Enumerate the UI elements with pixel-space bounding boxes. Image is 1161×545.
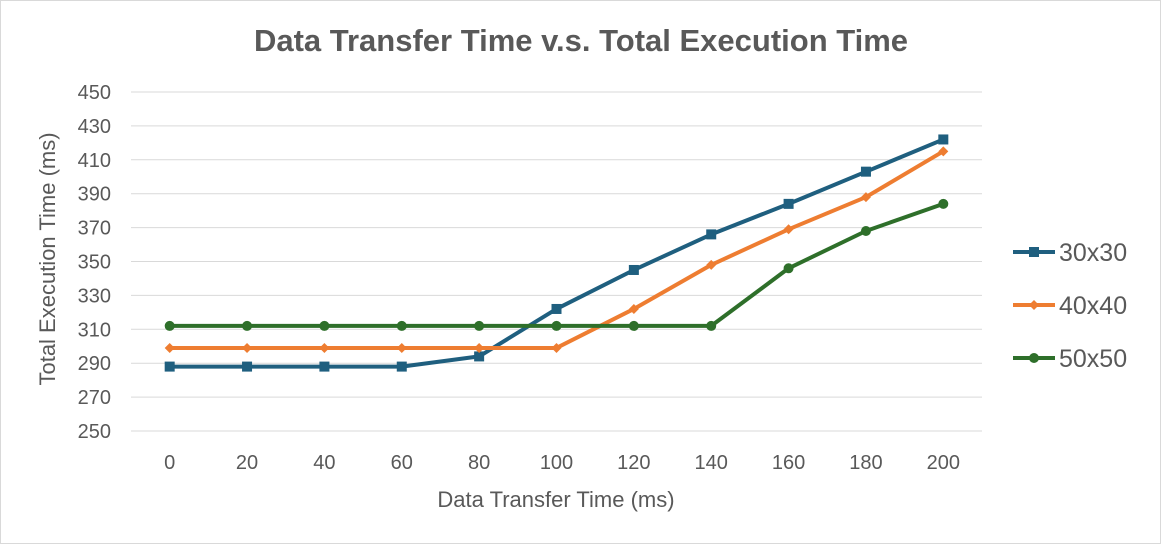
data-point bbox=[938, 146, 949, 157]
legend-item-40x40[interactable]: 40x40 bbox=[1013, 292, 1127, 320]
x-tick-label: 200 bbox=[927, 452, 960, 474]
y-tick-label: 350 bbox=[78, 252, 111, 274]
x-axis-ticks: 0 20 40 60 80 100 120 140 160 180 200 bbox=[164, 452, 960, 474]
series-50x50 bbox=[164, 198, 949, 331]
x-tick-label: 20 bbox=[236, 452, 258, 474]
y-tick-label: 390 bbox=[78, 184, 111, 206]
legend-marker bbox=[1029, 353, 1039, 363]
x-axis-title: Data Transfer Time (ms) bbox=[437, 487, 674, 512]
data-point bbox=[628, 303, 639, 314]
data-point bbox=[860, 225, 871, 236]
gridlines bbox=[131, 91, 982, 432]
y-tick-label: 310 bbox=[78, 319, 111, 341]
legend-marker bbox=[1029, 300, 1039, 310]
data-point bbox=[706, 320, 717, 331]
y-tick-label: 330 bbox=[78, 285, 111, 307]
data-point bbox=[706, 229, 717, 240]
y-tick-label: 270 bbox=[78, 387, 111, 409]
y-tick-label: 430 bbox=[78, 116, 111, 138]
x-tick-label: 40 bbox=[313, 452, 335, 474]
data-point bbox=[783, 263, 794, 274]
data-point bbox=[551, 342, 562, 353]
data-point bbox=[319, 342, 330, 353]
data-point bbox=[242, 320, 253, 331]
data-point bbox=[396, 342, 407, 353]
data-point bbox=[860, 192, 871, 203]
legend-label: 30x30 bbox=[1059, 239, 1127, 267]
data-point bbox=[938, 134, 949, 145]
data-point bbox=[164, 361, 175, 372]
data-point bbox=[628, 264, 639, 275]
data-point bbox=[551, 320, 562, 331]
data-point bbox=[474, 320, 485, 331]
x-tick-label: 160 bbox=[772, 452, 805, 474]
series-lines bbox=[164, 134, 949, 372]
y-tick-label: 290 bbox=[78, 353, 111, 375]
data-point bbox=[474, 351, 485, 362]
x-tick-label: 180 bbox=[849, 452, 882, 474]
y-tick-label: 410 bbox=[78, 150, 111, 172]
x-tick-label: 140 bbox=[695, 452, 728, 474]
legend-label: 50x50 bbox=[1059, 345, 1127, 373]
data-point bbox=[474, 342, 485, 353]
legend-marker bbox=[1029, 247, 1039, 257]
y-tick-label: 450 bbox=[78, 82, 111, 104]
data-point bbox=[706, 259, 717, 270]
x-tick-label: 60 bbox=[391, 452, 413, 474]
legend-label: 40x40 bbox=[1059, 292, 1127, 320]
legend[interactable]: 30x30 40x40 50x50 bbox=[1013, 239, 1127, 373]
data-point bbox=[319, 320, 330, 331]
data-point bbox=[783, 198, 794, 209]
y-axis-title: Total Execution Time (ms) bbox=[35, 132, 60, 385]
y-tick-label: 250 bbox=[78, 421, 111, 443]
x-tick-label: 80 bbox=[468, 452, 490, 474]
data-point bbox=[628, 320, 639, 331]
legend-item-50x50[interactable]: 50x50 bbox=[1013, 345, 1127, 373]
data-point bbox=[242, 342, 253, 353]
legend-item-30x30[interactable]: 30x30 bbox=[1013, 239, 1127, 267]
data-point bbox=[164, 342, 175, 353]
series-line-30x30 bbox=[167, 137, 946, 369]
series-40x40 bbox=[164, 146, 949, 353]
y-tick-label: 370 bbox=[78, 218, 111, 240]
series-30x30 bbox=[164, 134, 949, 372]
data-point bbox=[860, 166, 871, 177]
data-point bbox=[242, 361, 253, 372]
x-tick-label: 100 bbox=[540, 452, 573, 474]
chart-title: Data Transfer Time v.s. Total Execution … bbox=[254, 23, 908, 58]
data-point bbox=[396, 361, 407, 372]
data-point bbox=[164, 320, 175, 331]
data-point bbox=[551, 303, 562, 314]
y-axis-ticks: 250 270 290 310 330 350 370 390 410 430 450 bbox=[78, 82, 111, 443]
data-point bbox=[783, 224, 794, 235]
data-point bbox=[396, 320, 407, 331]
data-point bbox=[938, 198, 949, 209]
data-point bbox=[319, 361, 330, 372]
x-tick-label: 120 bbox=[617, 452, 650, 474]
x-tick-label: 0 bbox=[164, 452, 175, 474]
